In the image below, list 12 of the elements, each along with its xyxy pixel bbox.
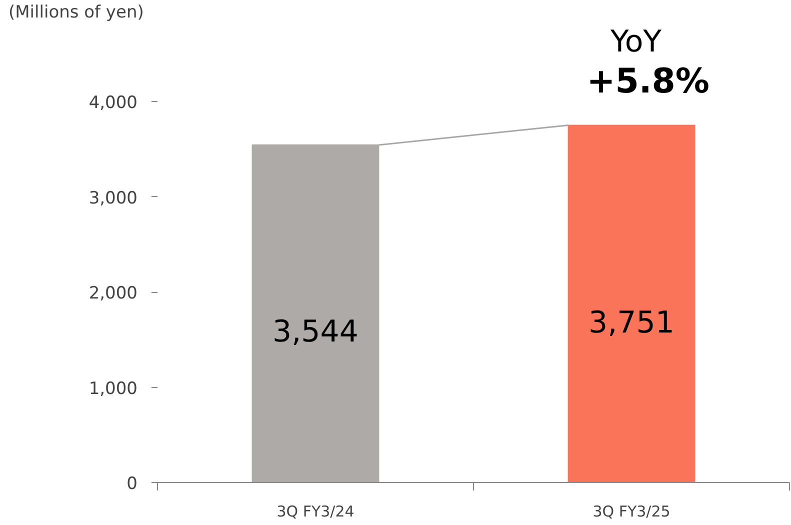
annotation: +5.8% [586, 62, 710, 102]
y-tick-label: 1,000 [88, 378, 138, 399]
y-tick-label: 2,000 [88, 284, 138, 304]
data-label: 3,544 [272, 314, 358, 350]
data-label: 3,751 [588, 306, 674, 341]
x-tick-label: 3Q FY3/24 [276, 502, 354, 520]
x-tick-label: 3Q FY3/25 [592, 502, 670, 520]
y-tick-label: 0 [126, 474, 138, 494]
y-tick-label: 4,000 [88, 93, 138, 113]
y-tick-label: 3,000 [88, 188, 138, 208]
text: YoY [609, 24, 662, 60]
y-axis-title: (Millions of yen) [8, 2, 144, 22]
